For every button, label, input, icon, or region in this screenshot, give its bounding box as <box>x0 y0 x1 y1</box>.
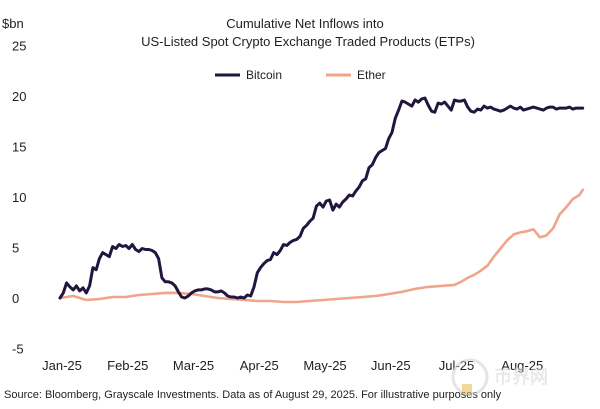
y-tick-label: 5 <box>12 241 19 256</box>
x-tick-label: Jun-25 <box>371 358 411 373</box>
y-tick-label: 10 <box>12 190 26 205</box>
y-tick-label: 15 <box>12 140 26 155</box>
y-tick-label: 25 <box>12 39 26 54</box>
x-tick-label: Mar-25 <box>173 358 214 373</box>
y-tick-label: 0 <box>12 291 19 306</box>
chart-title: Cumulative Net Inflows into <box>226 16 384 31</box>
y-axis-ticks: -5 0 5 10 15 20 25 <box>12 39 26 357</box>
y-axis-unit-label: $bn <box>2 16 24 31</box>
series-line-bitcoin <box>58 96 585 300</box>
chart-subtitle: US-Listed Spot Crypto Exchange Traded Pr… <box>141 34 475 49</box>
y-tick-label: 20 <box>12 89 26 104</box>
y-tick-label: -5 <box>12 342 24 357</box>
x-tick-label: Feb-25 <box>107 358 148 373</box>
legend-label-bitcoin: Bitcoin <box>246 68 282 82</box>
x-tick-label: Jan-25 <box>42 358 82 373</box>
x-tick-label: Apr-25 <box>240 358 279 373</box>
x-tick-label: May-25 <box>303 358 346 373</box>
x-tick-label: Aug-25 <box>501 358 543 373</box>
watermark: 币界网 <box>451 358 548 396</box>
series-line-ether <box>58 188 585 304</box>
series-lines <box>58 96 585 304</box>
source-note: Source: Bloomberg, Grayscale Investments… <box>4 389 502 401</box>
watermark-logo-accent <box>462 384 472 394</box>
legend: Bitcoin Ether <box>215 68 386 82</box>
watermark-text: 币界网 <box>494 367 548 387</box>
legend-label-ether: Ether <box>357 68 386 82</box>
